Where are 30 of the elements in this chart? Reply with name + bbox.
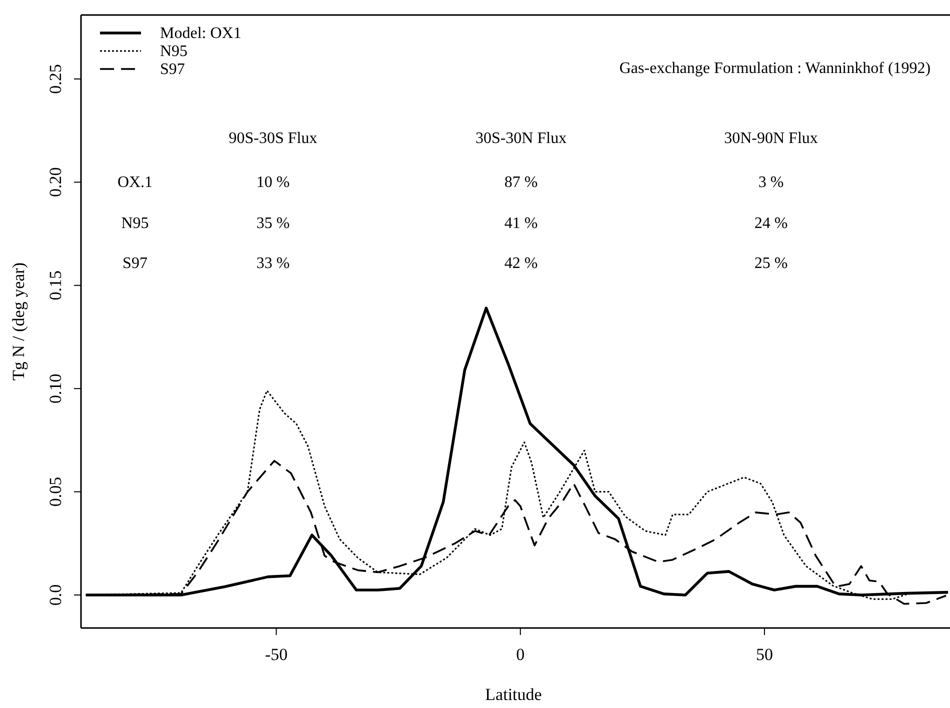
x-tick-label: 50 xyxy=(756,645,773,664)
annotation: S97 xyxy=(122,255,148,272)
annotation: 24 % xyxy=(754,215,788,232)
y-tick-label: 0.20 xyxy=(46,167,65,198)
y-tick-label: 0.15 xyxy=(46,270,65,300)
x-tick-label: -50 xyxy=(264,645,288,664)
legend-label: N95 xyxy=(160,43,188,60)
annotation: 33 % xyxy=(256,255,290,272)
y-tick-label: 0.25 xyxy=(46,64,65,94)
annotation: 25 % xyxy=(754,255,788,272)
annotation: OX.1 xyxy=(117,174,153,191)
annotation: 42 % xyxy=(504,255,538,272)
annotation: 90S-30S Flux xyxy=(228,130,318,147)
y-tick-label: 0.10 xyxy=(46,374,65,404)
annotation: 3 % xyxy=(758,174,784,191)
legend-label: Model: OX1 xyxy=(160,25,242,42)
y-tick-label: 0.0 xyxy=(46,584,65,606)
annotation: 41 % xyxy=(504,215,538,232)
annotation: 10 % xyxy=(256,174,290,191)
annotation: N95 xyxy=(121,215,149,232)
annotation: Gas-exchange Formulation : Wanninkhof (1992) xyxy=(619,60,931,77)
y-tick-label: 0.05 xyxy=(46,476,65,507)
legend-label: S97 xyxy=(160,61,185,78)
y-axis-title: Tg N / (deg year) xyxy=(9,262,28,381)
x-axis-title: Latitude xyxy=(485,685,542,704)
annotation: 30S-30N Flux xyxy=(475,130,567,147)
annotation: 35 % xyxy=(256,215,290,232)
annotation: 87 % xyxy=(504,174,538,191)
x-tick-label: 0 xyxy=(516,645,525,664)
annotation: 30N-90N Flux xyxy=(724,130,818,147)
